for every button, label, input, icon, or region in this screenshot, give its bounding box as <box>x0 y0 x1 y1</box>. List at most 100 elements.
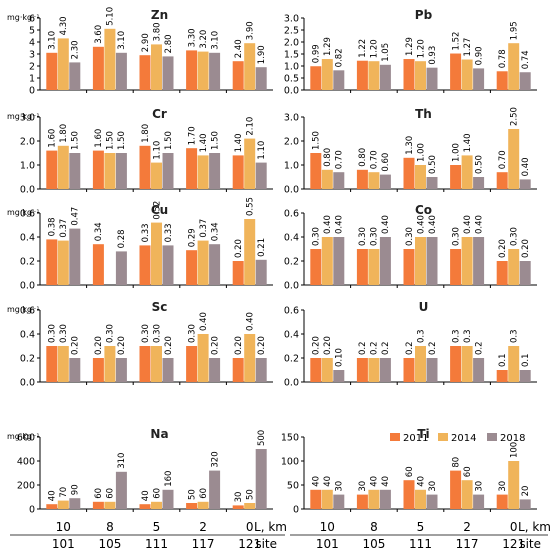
legend-label-2018: 2018 <box>500 433 525 444</box>
y-tick-label: 0 <box>29 86 35 97</box>
bar-2011-121 <box>232 358 244 382</box>
data-label: 50 <box>187 489 197 500</box>
bar-2018-117 <box>473 494 485 509</box>
data-label: 1.70 <box>187 126 197 145</box>
bar-2014-111 <box>151 346 162 382</box>
bar-2014-111 <box>151 162 162 189</box>
bar-2014-101 <box>57 500 69 509</box>
bar-2018-111 <box>426 67 438 90</box>
y-tick-label: 1.0 <box>284 62 299 73</box>
bar-2018-105 <box>115 358 127 382</box>
bar-2014-105 <box>104 28 116 90</box>
data-label: 1.50 <box>71 131 81 150</box>
data-label: 3.20 <box>199 30 209 49</box>
bar-2018-105 <box>379 174 391 189</box>
data-label: 1.00 <box>451 143 461 162</box>
data-label: 1.30 <box>405 136 415 155</box>
y-tick-label: 0.4 <box>284 233 299 244</box>
bar-2018-101 <box>333 237 345 285</box>
data-label: 30 <box>234 492 244 503</box>
bar-2011-117 <box>450 346 462 382</box>
y-tick-label: 0.4 <box>20 330 35 341</box>
bar-2011-111 <box>403 480 415 509</box>
element-title: Pb <box>415 8 433 22</box>
bar-2014-117 <box>197 155 209 189</box>
data-label: 0.50 <box>474 155 484 174</box>
element-title: Cr <box>152 107 167 121</box>
site-label: 105 <box>362 537 385 551</box>
bar-2018-117 <box>473 237 485 285</box>
bar-2011-117 <box>450 53 462 90</box>
bar-2014-105 <box>368 489 380 509</box>
data-label: 40 <box>370 476 380 487</box>
data-label: 1.50 <box>106 131 116 150</box>
y-tick-label: 0.0 <box>284 86 299 97</box>
bar-2011-121 <box>496 261 508 285</box>
y-tick-label: 0.2 <box>20 354 35 365</box>
bar-2014-101 <box>57 346 69 382</box>
y-tick-label: 400 <box>17 457 35 468</box>
data-label: 0.30 <box>312 227 322 246</box>
y-tick-label: 150 <box>281 433 299 444</box>
data-label: 20 <box>521 486 531 497</box>
bar-2011-121 <box>496 172 508 189</box>
data-label: 40 <box>141 490 151 501</box>
data-label: 1.50 <box>312 131 322 150</box>
bar-2011-121 <box>496 494 508 509</box>
data-label: 1.10 <box>152 141 162 160</box>
bar-2018-121 <box>255 67 267 90</box>
data-label: 1.60 <box>94 129 104 148</box>
data-label: 40 <box>312 476 322 487</box>
data-label: 50 <box>246 489 256 500</box>
distance-axis-title: L, km <box>254 520 287 534</box>
unit-label: mg·kg⁻¹ <box>7 432 40 441</box>
data-label: 0.2 <box>370 341 380 355</box>
bar-2018-117 <box>209 153 221 189</box>
legend-swatch-2018 <box>487 433 497 441</box>
bar-2011-105 <box>356 494 368 509</box>
data-label: 5.10 <box>106 7 116 26</box>
bar-2014-111 <box>151 44 162 90</box>
data-label: 0.78 <box>498 49 508 68</box>
distance-label: 10 <box>56 520 71 534</box>
bar-2011-117 <box>186 250 198 285</box>
bar-2011-101 <box>46 52 58 90</box>
data-label: 0.82 <box>335 48 345 67</box>
bar-2018-105 <box>379 64 391 90</box>
y-tick-label: 0.4 <box>20 233 35 244</box>
data-label: 0.2 <box>358 341 368 355</box>
y-tick-label: 0.0 <box>284 378 299 389</box>
y-tick-label: 200 <box>17 481 35 492</box>
site-label: 101 <box>316 537 339 551</box>
legend-label-2014: 2014 <box>451 433 476 444</box>
bar-2011-105 <box>92 150 104 189</box>
distance-label: 2 <box>199 520 207 534</box>
legend-swatch-2011 <box>390 433 400 441</box>
y-tick-label: 3 <box>29 50 35 61</box>
bar-2014-111 <box>415 489 426 509</box>
data-label: 0.20 <box>521 239 531 258</box>
site-label: 105 <box>98 537 121 551</box>
y-tick-label: 50 <box>287 481 299 492</box>
data-label: 60 <box>94 488 104 499</box>
bar-2014-101 <box>321 237 333 285</box>
bar-2018-121 <box>255 162 267 189</box>
bar-2011-111 <box>403 358 415 382</box>
bar-2011-111 <box>139 245 151 285</box>
element-title: Th <box>415 107 432 121</box>
y-tick-label: 3.0 <box>284 113 299 124</box>
element-title: Na <box>150 427 168 441</box>
data-label: 320 <box>210 451 220 467</box>
data-label: 0.70 <box>498 150 508 169</box>
y-tick-label: 0.2 <box>284 354 299 365</box>
y-tick-label: 0.0 <box>284 185 299 196</box>
bar-2014-121 <box>508 249 520 285</box>
data-label: 0.20 <box>234 239 244 258</box>
bar-2018-121 <box>519 179 531 189</box>
site-label: 117 <box>456 537 479 551</box>
data-label: 0.80 <box>358 148 368 167</box>
distance-label: 0 <box>246 520 254 534</box>
site-label: 121 <box>238 537 261 551</box>
bar-2011-117 <box>186 503 198 509</box>
data-label: 0.29 <box>187 228 197 247</box>
